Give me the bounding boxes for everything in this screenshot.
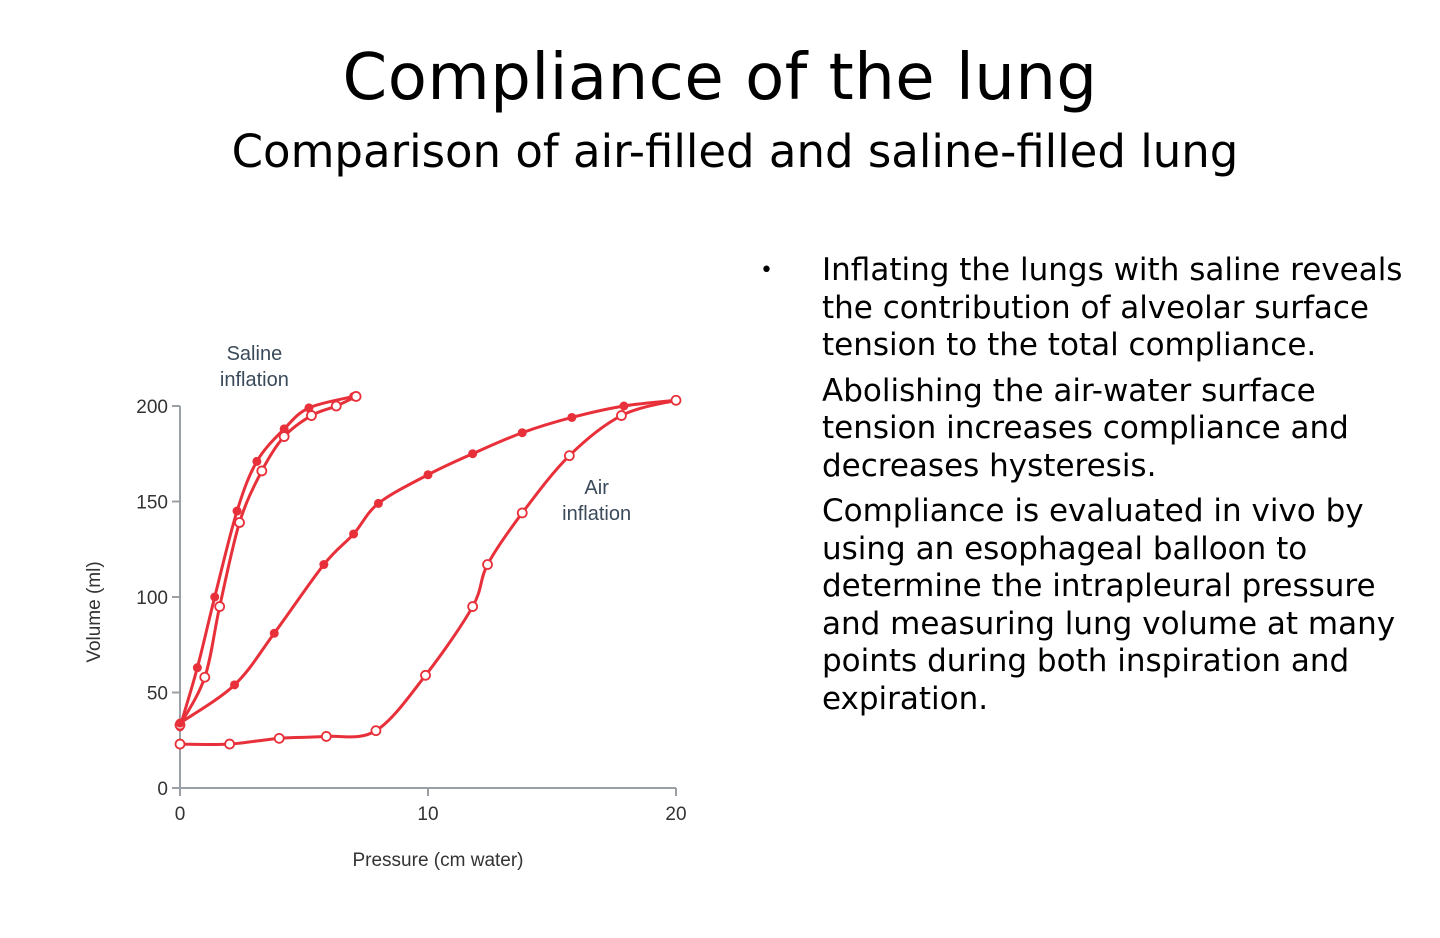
x-tick-label: 20 [665,804,686,825]
x-axis-title: Pressure (cm water) [352,850,523,871]
data-point-open [482,559,493,570]
data-point-filled [517,428,527,438]
annotation-label-2: inflation [562,503,631,525]
data-point-filled [319,560,329,570]
data-point-filled [252,456,262,466]
data-point-filled [175,718,185,728]
bullet-list: • Inflating the lungs with saline reveal… [760,252,1420,726]
y-tick-label: 0 [157,779,168,800]
data-point-filled [192,663,202,673]
x-tick-label: 0 [175,804,186,825]
slide-subtitle: Comparison of air-filled and saline-fill… [231,125,1239,178]
data-point-filled [567,412,577,422]
data-point-open [256,465,268,477]
data-point-open [306,410,317,421]
data-point-open [370,725,382,737]
data-point-filled [210,592,220,602]
chart-labels: Pressure (cm water) Volume (ml) Saline infl… [84,343,631,871]
data-point-open [214,601,226,612]
data-point-open [516,507,528,519]
data-point-open [563,450,575,462]
chart-axes: 0 50 100 150 200 0 10 20 [136,397,686,825]
annotation-label-2: Air [584,477,609,499]
bullet-paragraph: Inflating the lungs with saline reveals … [822,252,1403,363]
x-tick-label: 10 [417,804,438,825]
data-point-open [467,601,479,612]
data-point-open [320,731,332,742]
chart-markers [174,391,682,750]
y-tick-label: 50 [147,684,168,705]
data-point-filled [619,401,629,411]
y-tick-label: 200 [136,397,168,418]
data-point-open [199,671,211,683]
series-line-4 [179,398,677,746]
y-axis-title: Volume (ml) [84,561,105,662]
data-point-filled [230,680,240,690]
y-tick-label: 100 [136,588,168,609]
annotation-label-1: Saline [227,343,283,365]
bullet-marker: • [760,258,773,283]
data-point-open [174,738,186,750]
data-point-open [350,391,362,402]
data-point-filled [279,424,289,434]
data-point-open [330,400,342,412]
chart-curves [178,394,677,746]
data-point-open [234,517,245,528]
data-point-filled [269,628,279,638]
data-point-filled [349,529,359,539]
slide-title: Compliance of the lung [342,41,1098,115]
data-point-filled [373,498,383,508]
series-line-1 [178,394,354,728]
data-point-filled [468,449,478,459]
data-point-open [670,394,682,406]
y-tick-label: 150 [136,493,168,514]
data-point-open [616,410,627,421]
data-point-filled [232,506,242,516]
data-point-open [278,431,290,442]
data-point-open [420,669,431,681]
annotation-label-1: inflation [220,369,289,391]
data-point-filled [423,470,433,480]
data-point-open [224,738,236,750]
bullet-paragraph: Compliance is evaluated in vivo by using… [822,493,1396,717]
pressure-volume-chart: 0 50 100 150 200 0 10 20 Pressure (cm water) Vol… [84,343,687,871]
bullet-paragraph: Abolishing the air-water surface tension… [822,372,1349,484]
data-point-open [273,732,285,744]
